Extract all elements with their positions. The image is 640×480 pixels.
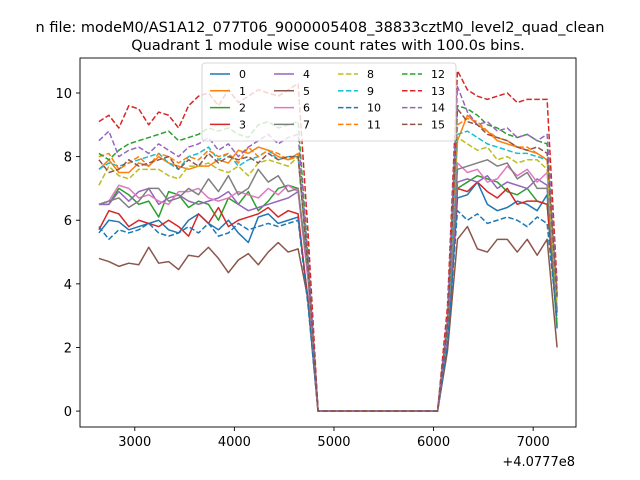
legend-label-2: 2 (239, 102, 246, 115)
x-tick-label-7000: 7000 (517, 435, 550, 450)
legend-label-9: 9 (367, 85, 374, 98)
series-line-10 (98, 209, 558, 412)
y-tick-label-8: 8 (64, 151, 72, 166)
legend-label-12: 12 (431, 68, 445, 81)
legend-label-4: 4 (303, 68, 310, 81)
legend-label-11: 11 (367, 118, 381, 131)
legend-label-6: 6 (303, 102, 310, 115)
x-tick-label-4000: 4000 (218, 435, 251, 450)
y-tick-label-6: 6 (64, 214, 72, 229)
figure-suptitle: n file: modeM0/AS1A12_077T06_9000005408_… (36, 20, 605, 36)
legend-label-7: 7 (303, 118, 310, 131)
y-tick-label-4: 4 (64, 278, 72, 293)
legend-label-10: 10 (367, 102, 381, 115)
legend-label-15: 15 (431, 118, 445, 131)
y-tick-label-0: 0 (64, 405, 72, 420)
series-line-0 (98, 181, 558, 412)
series-line-15 (98, 108, 558, 412)
y-tick-label-10: 10 (55, 87, 72, 102)
series-layer (98, 69, 558, 412)
series-line-5 (98, 225, 558, 412)
legend-label-0: 0 (239, 68, 246, 81)
series-line-12 (98, 104, 558, 412)
legend-label-14: 14 (431, 102, 445, 115)
y-tick-label-2: 2 (64, 341, 72, 356)
series-line-2 (98, 174, 558, 412)
legend-label-3: 3 (239, 118, 246, 131)
series-line-13 (98, 69, 558, 412)
chart-title: Quadrant 1 module wise count rates with … (131, 38, 525, 54)
x-tick-label-3000: 3000 (118, 435, 151, 450)
x-tick-label-6000: 6000 (417, 435, 450, 450)
legend-label-13: 13 (431, 85, 445, 98)
series-line-7 (98, 159, 558, 412)
series-line-8 (98, 136, 558, 412)
series-line-11 (98, 117, 558, 412)
legend-label-8: 8 (367, 68, 374, 81)
series-line-4 (98, 174, 558, 412)
legend-label-5: 5 (303, 85, 310, 98)
series-line-3 (98, 181, 558, 412)
legend-label-1: 1 (239, 85, 246, 98)
axes-frame (79, 57, 577, 428)
series-line-14 (98, 85, 558, 412)
legend-box (201, 62, 457, 142)
x-axis-offset-label: +4.0777e8 (502, 455, 575, 470)
series-line-9 (98, 130, 558, 412)
x-tick-label-5000: 5000 (317, 435, 350, 450)
